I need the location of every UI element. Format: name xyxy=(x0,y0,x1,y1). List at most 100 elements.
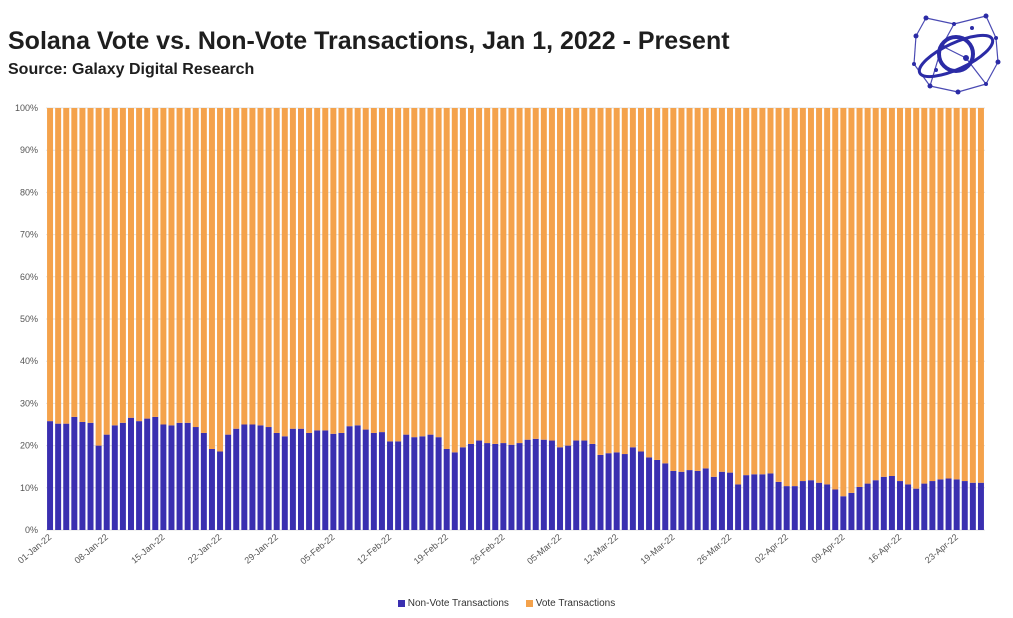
bar-vote xyxy=(314,108,321,431)
x-tick-label: 29-Jan-22 xyxy=(243,532,280,566)
bar-vote xyxy=(71,108,78,417)
bar-vote xyxy=(816,108,823,483)
x-axis: 01-Jan-22 08-Jan-22 15-Jan-22 22-Jan-22 29-J… xyxy=(16,532,960,566)
bar-non-vote xyxy=(297,428,304,530)
bar-vote xyxy=(427,108,434,435)
bar-non-vote xyxy=(225,434,232,530)
bar-non-vote xyxy=(880,476,887,530)
galaxy-network-logo-icon xyxy=(912,13,1001,95)
legend-swatch-non-vote xyxy=(397,600,405,607)
x-tick-label: 26-Mar-22 xyxy=(695,532,733,566)
bar-vote xyxy=(492,108,499,444)
bar-non-vote xyxy=(378,432,385,530)
bar-vote xyxy=(573,108,580,441)
legend-item-non-vote: Non-Vote Transactions xyxy=(397,598,509,609)
bar-vote xyxy=(476,108,483,441)
bar-vote xyxy=(548,108,555,441)
bar-vote xyxy=(710,108,717,477)
bar-vote xyxy=(694,108,701,471)
bar-non-vote xyxy=(759,474,766,530)
bar-vote xyxy=(354,108,361,426)
bar-non-vote xyxy=(168,425,175,530)
bar-vote xyxy=(832,108,839,490)
bar-non-vote xyxy=(897,481,903,530)
bar-non-vote xyxy=(937,479,944,530)
bar-non-vote xyxy=(613,452,620,530)
x-tick-label: 22-Jan-22 xyxy=(186,532,223,566)
bar-non-vote xyxy=(451,452,458,530)
bar-vote xyxy=(208,108,215,449)
x-tick-label: 12-Mar-22 xyxy=(582,532,620,566)
bar-non-vote xyxy=(581,440,588,530)
y-tick-label: 60% xyxy=(20,272,38,282)
y-axis: 0% 10% 20% 30% 40% 50% 60% 70% 80% 90% 100% xyxy=(15,103,38,535)
x-tick-label: 02-Apr-22 xyxy=(753,532,790,565)
bar-vote xyxy=(273,108,280,433)
x-tick-label: 19-Feb-22 xyxy=(412,532,450,566)
bar-vote xyxy=(306,108,313,433)
bar-non-vote xyxy=(306,432,313,530)
bar-vote xyxy=(524,108,531,440)
y-tick-label: 20% xyxy=(20,441,38,451)
bar-vote xyxy=(322,108,329,431)
bar-non-vote xyxy=(783,486,790,530)
bar-vote xyxy=(654,108,661,460)
bar-non-vote xyxy=(289,428,296,530)
bar-non-vote xyxy=(629,447,636,530)
bar-non-vote xyxy=(589,443,596,530)
bar-non-vote xyxy=(492,443,499,530)
bar-vote xyxy=(702,108,709,469)
stacked-bar-chart: 0% 10% 20% 30% 40% 50% 60% 70% 80% 90% 100% 01-Jan… xyxy=(15,103,985,566)
bar-vote xyxy=(880,108,887,477)
bar-non-vote xyxy=(718,471,725,530)
x-tick-label: 23-Apr-22 xyxy=(923,532,960,565)
bar-vote xyxy=(217,108,224,452)
y-tick-label: 100% xyxy=(15,103,38,113)
x-tick-label: 01-Jan-22 xyxy=(16,532,53,566)
legend-label-non-vote: Non-Vote Transactions xyxy=(407,598,509,609)
y-tick-label: 70% xyxy=(20,230,38,240)
bar-non-vote xyxy=(338,432,345,530)
bar-vote xyxy=(484,108,491,444)
bar-vote xyxy=(411,108,418,438)
bar-vote xyxy=(629,108,636,448)
bar-non-vote xyxy=(500,443,507,530)
bar-non-vote xyxy=(751,474,758,530)
bar-non-vote xyxy=(929,481,936,530)
chart-legend: Non-Vote Transactions Vote Transactions xyxy=(0,598,1013,610)
bar-non-vote xyxy=(119,422,126,530)
bar-non-vote xyxy=(111,425,118,530)
bar-vote xyxy=(378,108,385,433)
bar-vote xyxy=(929,108,936,482)
bar-non-vote xyxy=(354,425,361,530)
bar-non-vote xyxy=(63,423,70,530)
bar-non-vote xyxy=(791,486,798,530)
bar-vote xyxy=(387,108,394,442)
bar-vote xyxy=(678,108,685,472)
bar-vote xyxy=(613,108,620,453)
bar-non-vote xyxy=(184,422,191,530)
bar-non-vote xyxy=(686,470,693,530)
bar-vote xyxy=(662,108,669,464)
bar-vote xyxy=(864,108,871,484)
bar-non-vote xyxy=(370,432,377,530)
bar-vote xyxy=(128,108,134,418)
bar-non-vote xyxy=(945,478,952,530)
bar-non-vote xyxy=(767,473,774,530)
bar-non-vote xyxy=(273,432,280,530)
bar-non-vote xyxy=(921,483,928,530)
bar-vote xyxy=(921,108,928,484)
y-tick-label: 90% xyxy=(20,145,38,155)
bar-vote xyxy=(969,108,976,483)
bar-vote xyxy=(791,108,798,487)
x-tick-label: 19-Mar-22 xyxy=(638,532,676,566)
x-tick-label: 05-Mar-22 xyxy=(525,532,563,566)
bar-vote xyxy=(257,108,264,426)
bar-non-vote xyxy=(87,422,94,530)
bar-non-vote xyxy=(314,430,321,530)
bar-vote xyxy=(459,108,466,448)
bar-non-vote xyxy=(419,436,426,530)
bar-non-vote xyxy=(799,481,806,530)
bar-non-vote xyxy=(395,441,402,530)
bar-vote xyxy=(824,108,831,485)
